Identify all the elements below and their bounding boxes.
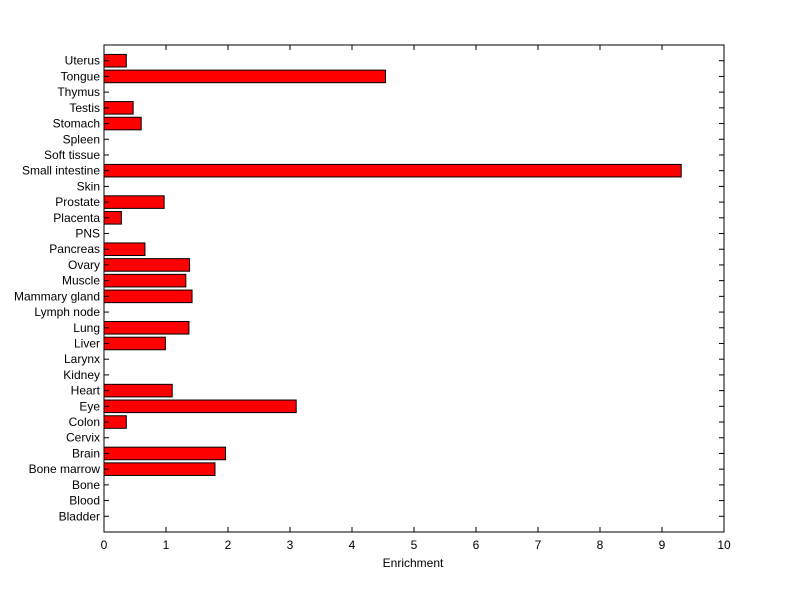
y-tick-label: Lymph node <box>34 305 100 319</box>
bar <box>103 258 191 272</box>
y-tick-label: PNS <box>75 227 100 241</box>
y-tick-label: Spleen <box>63 132 100 146</box>
y-tick-label: Thymus <box>57 85 100 99</box>
bar <box>103 336 166 351</box>
y-tick-label: Uterus <box>65 54 100 68</box>
y-tick-label: Ovary <box>68 258 100 272</box>
y-tick-label: Placenta <box>53 211 100 225</box>
y-tick-label: Soft tissue <box>44 148 100 162</box>
y-tick-label: Prostate <box>55 195 100 209</box>
x-tick-label: 6 <box>473 538 480 552</box>
bar <box>103 163 682 178</box>
plot-frame <box>103 44 725 533</box>
bar <box>103 242 146 257</box>
x-tick-label: 1 <box>163 538 170 552</box>
bar <box>103 462 216 476</box>
y-tick-label: Stomach <box>53 117 100 131</box>
bar <box>103 446 227 461</box>
y-tick-label: Testis <box>69 101 100 115</box>
y-tick-label: Liver <box>74 336 100 350</box>
y-tick-label: Brain <box>72 446 100 460</box>
bar <box>103 289 193 304</box>
bar <box>103 399 297 414</box>
y-tick-label: Skin <box>77 179 100 193</box>
y-tick-label: Heart <box>71 384 101 398</box>
y-tick-label: Kidney <box>63 368 100 382</box>
x-axis-label: Enrichment <box>383 556 444 570</box>
x-tick-label: 7 <box>535 538 542 552</box>
y-tick-label: Bone <box>72 478 100 492</box>
y-tick-label: Small intestine <box>22 164 100 178</box>
x-tick-label: 2 <box>225 538 232 552</box>
x-tick-label: 9 <box>659 538 666 552</box>
y-tick-label: Eye <box>79 399 100 413</box>
y-tick-label: Lung <box>73 321 100 335</box>
y-tick-label: Bone marrow <box>29 462 101 476</box>
y-tick-label: Tongue <box>61 69 101 83</box>
x-tick-label: 10 <box>717 538 731 552</box>
bar <box>103 383 173 398</box>
x-tick-label: 4 <box>349 538 356 552</box>
y-tick-label: Bladder <box>59 509 100 523</box>
y-tick-label: Larynx <box>64 352 100 366</box>
x-tick-label: 5 <box>411 538 418 552</box>
y-tick-label: Mammary gland <box>14 289 100 303</box>
bar <box>103 195 165 209</box>
y-tick-label: Blood <box>69 494 100 508</box>
y-tick-label: Muscle <box>62 274 100 288</box>
y-tick-label: Cervix <box>66 431 100 445</box>
bar <box>103 273 187 288</box>
x-tick-label: 0 <box>101 538 108 552</box>
y-tick-label: Pancreas <box>49 242 100 256</box>
bar <box>103 69 386 84</box>
x-tick-label: 3 <box>287 538 294 552</box>
y-tick-label: Colon <box>69 415 100 429</box>
bar <box>103 116 142 131</box>
x-tick-label: 8 <box>597 538 604 552</box>
bar <box>103 320 190 335</box>
